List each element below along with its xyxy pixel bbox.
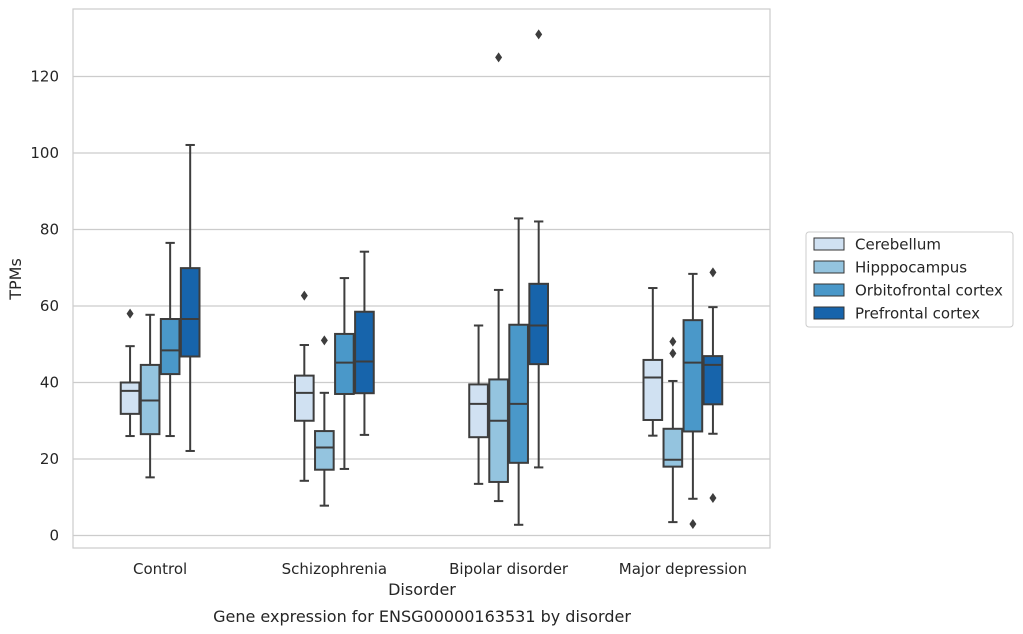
legend-swatch xyxy=(813,237,845,251)
x-tick-label: Major depression xyxy=(619,560,747,578)
outlier-point xyxy=(320,335,328,346)
box-group xyxy=(139,313,161,479)
plot-frame xyxy=(72,8,771,549)
y-tick-label: 60 xyxy=(40,297,59,315)
box xyxy=(702,355,724,406)
x-tick-labels: Control Schizophrenia Bipolar disorder Majo… xyxy=(133,560,747,578)
box xyxy=(662,427,684,468)
x-axis-label: Disorder xyxy=(388,580,456,599)
box xyxy=(488,378,509,483)
y-tick-label: 40 xyxy=(40,374,59,392)
box-group xyxy=(528,29,550,469)
outlier-point xyxy=(126,308,134,319)
legend-item: Prefrontal cortex xyxy=(813,305,980,323)
chart-caption: Gene expression for ENSG00000163531 by d… xyxy=(213,607,631,626)
outlier-point xyxy=(709,267,717,278)
box-group xyxy=(702,267,724,504)
x-tick-label: Schizophrenia xyxy=(282,560,387,578)
box-group xyxy=(179,143,201,452)
y-tick-label: 120 xyxy=(30,68,59,86)
box-group xyxy=(293,290,315,482)
box xyxy=(528,282,550,366)
box-group xyxy=(508,217,529,526)
outlier-point xyxy=(495,52,503,63)
legend-frame xyxy=(805,231,1014,328)
box-group xyxy=(119,308,141,438)
box xyxy=(119,381,141,415)
y-tick-label: 20 xyxy=(40,450,59,468)
legend-swatch xyxy=(813,260,845,274)
outlier-point xyxy=(689,519,697,530)
outlier-point xyxy=(669,348,677,359)
x-tick-label: Bipolar disorder xyxy=(449,560,569,578)
box-group xyxy=(468,324,489,485)
outlier-point xyxy=(669,336,677,347)
box-group xyxy=(354,250,375,436)
legend-swatch xyxy=(813,283,845,297)
legend-label: Orbitofrontal cortex xyxy=(855,282,1003,300)
legend-item: Cerebellum xyxy=(813,236,941,254)
y-tick-label: 0 xyxy=(49,527,59,545)
box xyxy=(508,323,529,464)
box xyxy=(682,319,704,433)
outlier-point xyxy=(300,290,308,301)
box-group xyxy=(159,241,181,438)
box xyxy=(179,267,201,358)
x-tick-label: Control xyxy=(133,560,187,578)
y-axis-label: TPMs xyxy=(6,258,25,301)
outlier-point xyxy=(535,29,543,40)
y-tick-label: 80 xyxy=(40,221,59,239)
box xyxy=(354,310,375,395)
box xyxy=(314,430,335,471)
box xyxy=(642,358,664,421)
box-group xyxy=(642,287,664,437)
box-group xyxy=(314,335,335,507)
box-group xyxy=(334,277,355,470)
legend-label: Cerebellum xyxy=(855,236,941,254)
legend-label: Prefrontal cortex xyxy=(855,305,980,323)
box-group xyxy=(682,272,704,530)
legend-swatch xyxy=(813,306,845,320)
box-group xyxy=(488,52,509,503)
outlier-point xyxy=(709,493,717,504)
box xyxy=(334,332,355,395)
box xyxy=(159,318,181,376)
box-group xyxy=(662,336,684,524)
box xyxy=(468,383,489,439)
y-tick-labels: 0 20 40 60 80 100 120 xyxy=(30,68,59,545)
legend: Cerebellum Hipppocampus Orbitofrontal cort… xyxy=(805,231,1014,328)
legend-item: Orbitofrontal cortex xyxy=(813,282,1003,300)
box-groups xyxy=(119,29,724,530)
box xyxy=(293,374,315,422)
y-tick-label: 100 xyxy=(30,144,59,162)
legend-label: Hipppocampus xyxy=(855,259,967,277)
legend-item: Hipppocampus xyxy=(813,259,967,277)
